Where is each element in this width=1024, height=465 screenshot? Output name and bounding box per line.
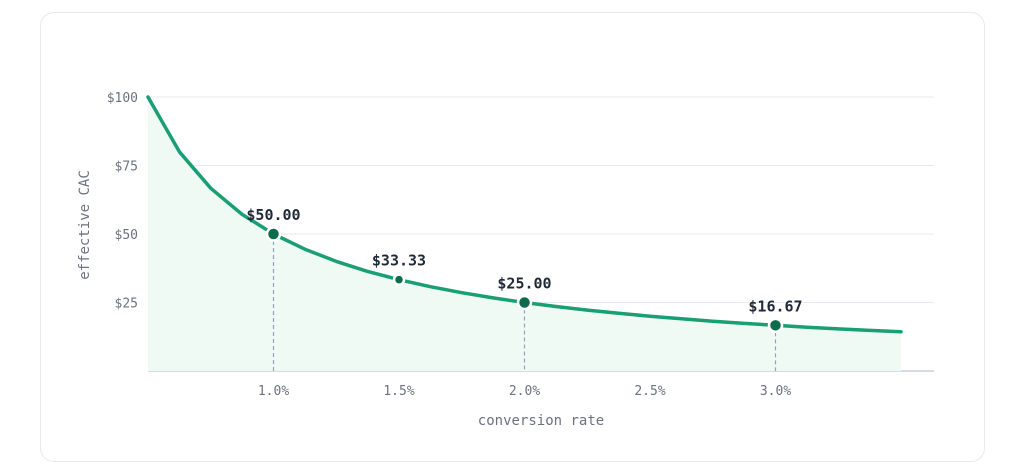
x-tick-label-0: 1.0%: [258, 384, 289, 399]
x-tick-label-2: 2.0%: [509, 384, 540, 399]
x-tick-label-3: 2.5%: [634, 384, 665, 399]
y-tick-label-2: $75: [115, 160, 138, 175]
highlighted-points: [265, 226, 784, 334]
data-label-0: $50.00: [246, 206, 300, 224]
data-label-3: $16.67: [748, 297, 802, 315]
x-tick-label-1: 1.5%: [383, 384, 414, 399]
point-labels: $50.00 $33.33 $25.00 $16.67: [246, 206, 802, 315]
y-tick-label-3: $100: [107, 91, 138, 106]
data-point-2: [516, 294, 533, 311]
area-fill: [148, 97, 901, 371]
data-point-0: [265, 226, 282, 242]
axis-ticks: 1.0% 1.5% 2.0% 2.5% 3.0% $25 $50 $75 $100: [107, 91, 792, 399]
data-point-3: [767, 317, 784, 334]
y-axis-title: effective CAC: [77, 170, 93, 280]
y-tick-label-1: $50: [115, 228, 138, 243]
series-area: [148, 97, 901, 371]
x-axis-title: conversion rate: [478, 413, 604, 429]
y-tick-label-0: $25: [115, 297, 138, 312]
data-label-1: $33.33: [372, 252, 426, 270]
data-point-1: [392, 273, 406, 286]
data-label-2: $25.00: [497, 275, 551, 293]
x-tick-label-4: 3.0%: [760, 384, 791, 399]
